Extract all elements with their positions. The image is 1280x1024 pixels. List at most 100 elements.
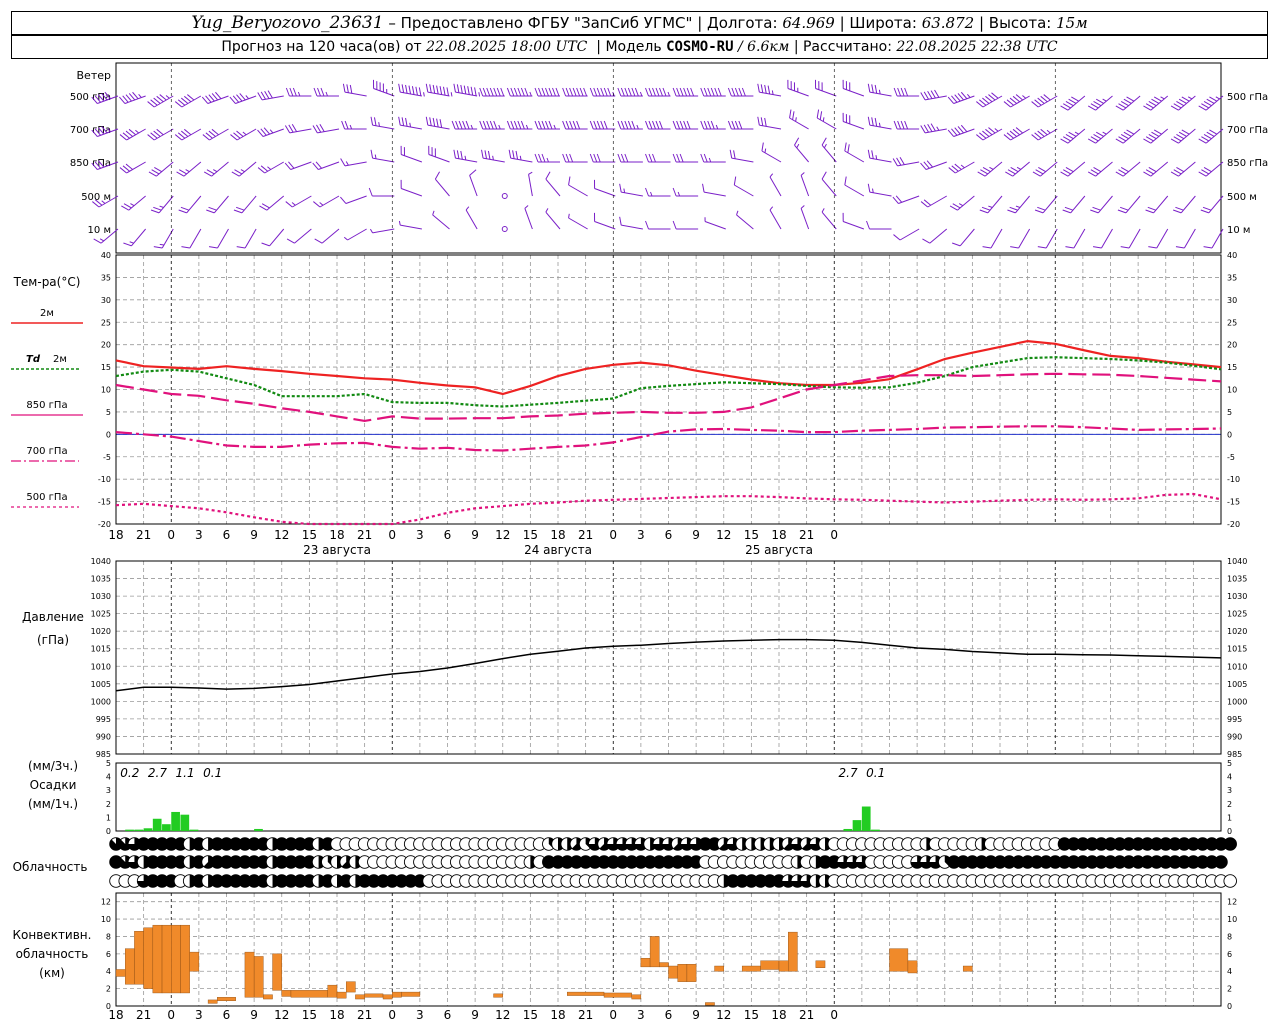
- cloud-cover-fill: [855, 855, 869, 869]
- wind-barb-feather: [957, 126, 964, 134]
- wind-barb-shaft: [731, 157, 754, 163]
- wind-barb-feather: [1003, 101, 1011, 108]
- conv-tick-right: 8: [1227, 932, 1232, 941]
- cloud-cover-fill: [662, 837, 675, 851]
- wind-barb-shaft: [1178, 95, 1196, 111]
- precip-tick-left: 1: [106, 813, 111, 822]
- wind-barb-feather: [672, 187, 677, 197]
- wind-barb-shaft: [1205, 128, 1224, 144]
- wind-barb-shaft: [800, 208, 810, 230]
- wind-barb-shaft: [736, 214, 754, 230]
- wind-barb-half-feather: [240, 169, 245, 173]
- wind-barb-feather: [1037, 246, 1047, 249]
- wind-barb-feather: [1176, 101, 1185, 107]
- precip-bar: [162, 824, 171, 831]
- wind-barb-feather: [893, 87, 898, 97]
- wind-barb-shaft: [1040, 161, 1058, 177]
- wind-barb-feather: [634, 87, 639, 97]
- cloud-cover-fill: [1141, 855, 1154, 869]
- wind-barb-shaft: [959, 228, 975, 247]
- wind-barb-feather: [453, 149, 456, 159]
- cloud-cover-fill: [542, 855, 556, 869]
- wind-barb-feather: [1115, 138, 1124, 144]
- cloud-cover-fill: [570, 855, 583, 869]
- wind-barb-feather: [232, 95, 240, 103]
- wind-barb-shaft: [100, 228, 119, 244]
- wind-barb-feather: [236, 130, 244, 137]
- cloud-cover-fill: [551, 855, 565, 869]
- cloud-cover-fill: [1094, 855, 1108, 869]
- cloud-cover-fill: [210, 837, 224, 851]
- wind-barb-feather: [954, 163, 962, 170]
- conv-cloud-bar: [355, 994, 365, 1000]
- wind-barb-feather: [1143, 138, 1152, 144]
- wind-barb-feather: [538, 153, 542, 163]
- wind-barb-feather: [534, 120, 539, 130]
- wind-barb-feather: [619, 183, 622, 193]
- wind-barb-shaft: [794, 144, 810, 163]
- conv-cloud-bar: [659, 962, 669, 968]
- wind-barb-half-feather: [989, 166, 994, 170]
- lat-label: Широта:: [849, 14, 917, 32]
- wind-barb-feather: [153, 206, 162, 211]
- wind-barb-feather: [263, 127, 271, 135]
- cloud-cover-icon: [302, 855, 317, 869]
- t700-line: [115, 425, 1222, 452]
- wind-barb-half-feather: [800, 172, 805, 176]
- wind-barb-feather: [904, 87, 909, 97]
- wind-barb-feather: [867, 83, 871, 93]
- wind-barb-feather: [128, 128, 136, 136]
- cloud-cover-icon: [689, 855, 703, 869]
- time-tick-label: 12: [274, 528, 289, 542]
- wind-barb-shaft: [373, 88, 395, 97]
- wind-barb-shaft: [269, 228, 285, 247]
- wind-barb-feather: [897, 87, 902, 97]
- wind-barb-feather: [368, 187, 373, 197]
- wind-barb-feather: [707, 87, 712, 97]
- cloud-cover-fill: [625, 837, 638, 851]
- pressure-tick-right: 1040: [1227, 557, 1247, 566]
- time-tick-label-bottom: 15: [744, 1008, 759, 1022]
- pressure-tick-left: 1025: [91, 610, 111, 619]
- wind-barb-feather: [174, 134, 183, 141]
- cloud-cover-fill: [671, 855, 685, 869]
- wind-barb-shaft: [158, 195, 174, 214]
- time-tick-label: 21: [136, 528, 151, 542]
- conv-panel-frame: [115, 892, 1222, 1007]
- cloud-cover-fill: [1187, 855, 1200, 869]
- wind-barb-feather: [206, 169, 215, 175]
- wind-barb-feather: [659, 87, 663, 97]
- wind-barb-half-feather: [796, 143, 800, 149]
- wind-level-label-left: 500 м: [81, 192, 111, 203]
- cloud-cover-icon: [965, 855, 980, 869]
- conv-cloud-bar: [134, 931, 144, 985]
- cloud-cover-fill: [910, 855, 924, 869]
- wind-barb-feather: [979, 209, 989, 214]
- wind-barb-shaft: [1211, 228, 1224, 249]
- wind-barb-shaft: [704, 221, 726, 230]
- wind-barb-feather: [1203, 246, 1213, 249]
- model-prefix: | Модель: [596, 39, 662, 55]
- lat-value: 63.872: [921, 14, 975, 32]
- wind-barb-feather: [234, 169, 243, 175]
- temp-tick-left: -20: [98, 520, 111, 529]
- pressure-line: [115, 638, 1222, 692]
- wind-barb-half-feather: [524, 205, 529, 209]
- conv-grid: [116, 893, 1221, 1006]
- wind-barb-feather: [267, 90, 273, 99]
- wind-barb-half-feather: [291, 202, 296, 206]
- conv-cloud-bar: [603, 992, 632, 998]
- precip-bar: [852, 820, 862, 831]
- wind-barb-feather: [576, 120, 581, 130]
- wind-barb-feather: [179, 169, 187, 175]
- wind-barb-feather: [1173, 169, 1182, 175]
- wind-barb-feather: [541, 153, 546, 163]
- time-tick-label: 9: [250, 528, 258, 542]
- cloud-cover-fill: [367, 874, 381, 888]
- wind-barb-feather: [1181, 96, 1190, 102]
- wind-barb-feather: [259, 205, 268, 211]
- day-label: 25 августа: [745, 543, 813, 557]
- wind-barb-feather: [741, 87, 746, 97]
